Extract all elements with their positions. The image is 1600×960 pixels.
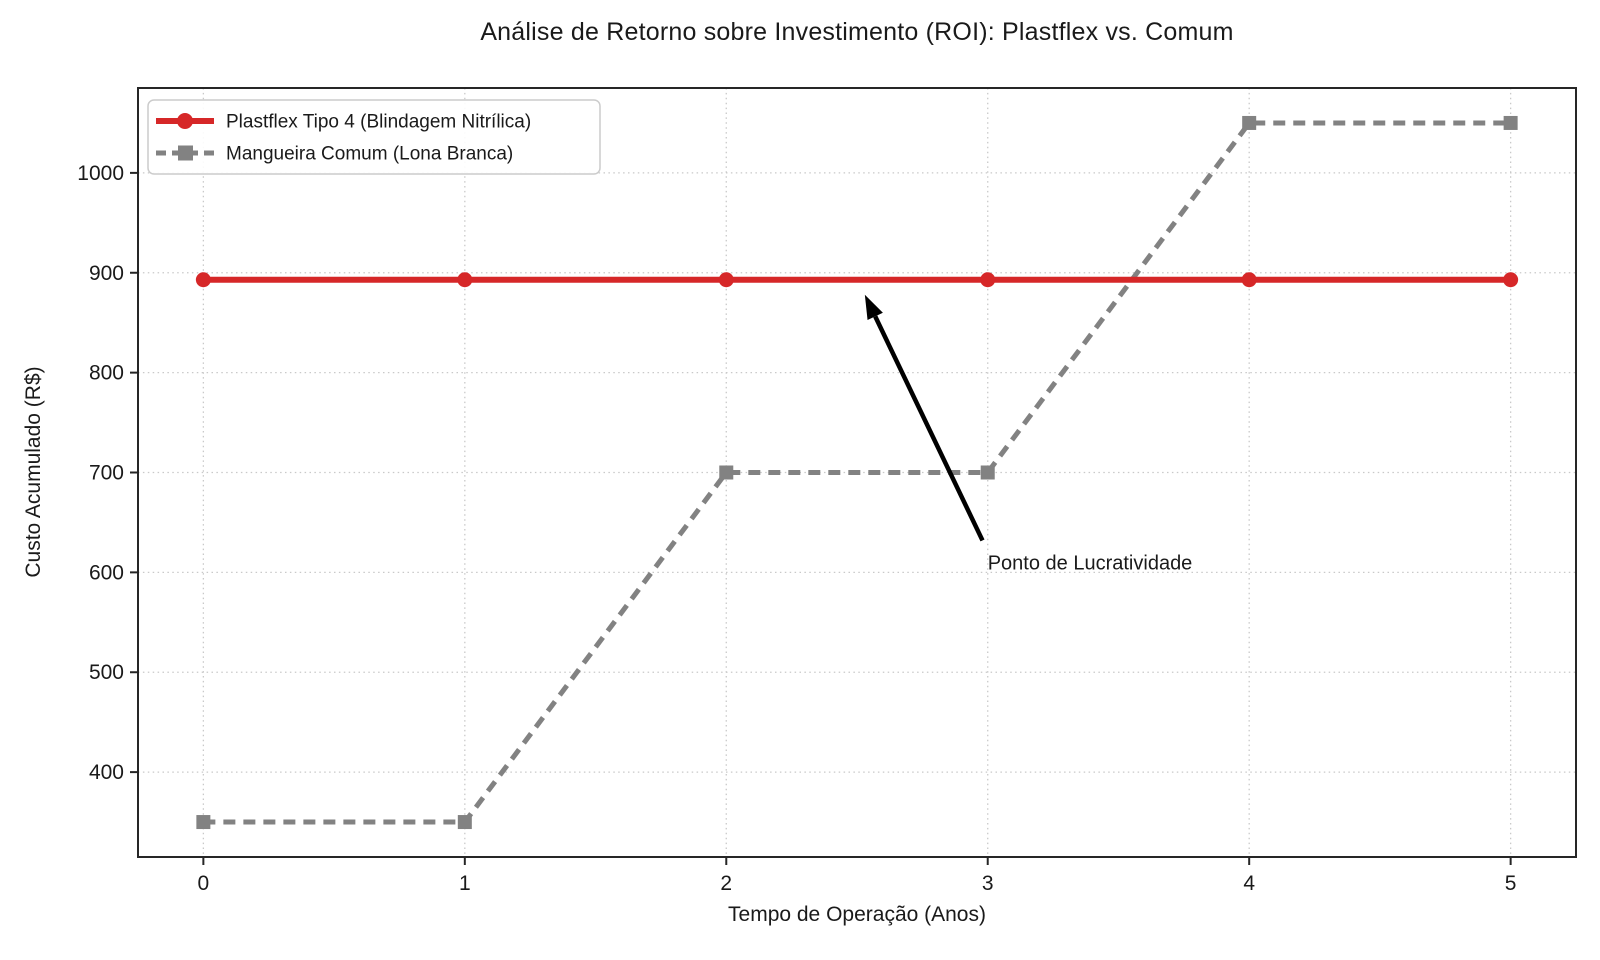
y-tick-label: 600 (89, 561, 124, 584)
annotation-label: Ponto de Lucratividade (988, 552, 1193, 574)
annotation-arrow-line (873, 315, 985, 542)
data-point[interactable] (718, 272, 734, 288)
data-point[interactable] (195, 272, 211, 288)
data-point[interactable] (457, 815, 472, 830)
y-tick-label: 500 (89, 661, 124, 684)
data-point[interactable] (980, 272, 996, 288)
data-point[interactable] (719, 465, 734, 480)
y-axis-label: Custo Acumulado (R$) (22, 366, 45, 578)
x-tick-label: 5 (1505, 872, 1517, 895)
annotation-arrow-head (864, 294, 883, 321)
y-tick-label: 700 (89, 462, 124, 485)
legend-box (147, 99, 601, 175)
data-point[interactable] (980, 465, 995, 480)
data-point[interactable] (1242, 115, 1257, 130)
data-point[interactable] (196, 815, 211, 830)
data-point[interactable] (1241, 272, 1257, 288)
y-tick-label: 400 (89, 761, 124, 784)
legend-marker (177, 113, 193, 129)
x-tick-label: 0 (198, 872, 210, 895)
x-tick-label: 1 (459, 872, 471, 895)
x-axis-label: Tempo de Operação (Anos) (728, 903, 986, 926)
legend-label[interactable]: Plastflex Tipo 4 (Blindagem Nitrílica) (226, 112, 531, 133)
x-tick-label: 2 (720, 872, 732, 895)
x-tick-label: 3 (982, 872, 994, 895)
y-tick-label: 900 (89, 262, 124, 285)
data-point[interactable] (1503, 115, 1518, 130)
data-point[interactable] (457, 272, 473, 288)
legend-marker (178, 145, 193, 161)
y-tick-label: 1000 (77, 162, 124, 185)
data-point[interactable] (1503, 272, 1519, 288)
series-line-1 (203, 120, 1511, 825)
x-tick-label: 4 (1243, 872, 1255, 895)
chart-title: Análise de Retorno sobre Investimento (R… (480, 18, 1234, 46)
legend-label[interactable]: Mangueira Comum (Lona Branca) (226, 144, 513, 165)
y-tick-label: 800 (89, 362, 124, 385)
